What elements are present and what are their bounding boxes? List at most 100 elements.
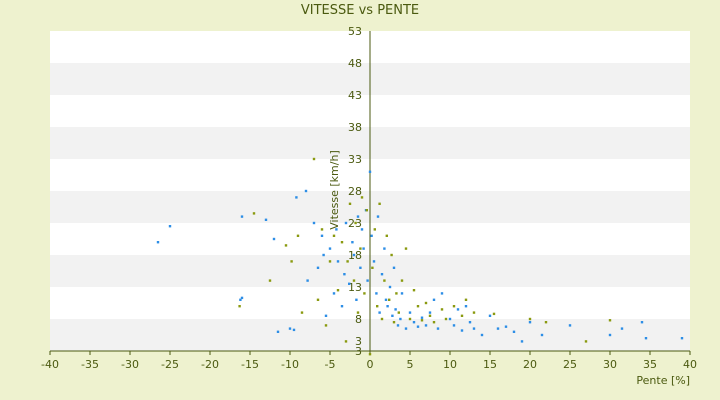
data-point-blue bbox=[288, 327, 292, 330]
chart-title: VITESSE vs PENTE bbox=[301, 3, 419, 18]
y-tick-label: 33 bbox=[348, 153, 362, 166]
data-point-blue bbox=[620, 327, 624, 330]
data-point-blue bbox=[359, 266, 362, 269]
data-point-olive bbox=[400, 279, 404, 282]
x-tick-label: 30 bbox=[603, 358, 617, 371]
data-point-blue bbox=[460, 329, 464, 332]
data-point-olive bbox=[397, 311, 400, 314]
data-points bbox=[156, 157, 684, 356]
data-point-olive bbox=[348, 202, 352, 205]
data-point-blue bbox=[272, 237, 276, 241]
x-tick-label: 20 bbox=[523, 358, 537, 371]
data-point-blue bbox=[344, 221, 348, 225]
data-point-olive bbox=[356, 311, 360, 314]
data-point-blue bbox=[276, 330, 280, 333]
data-point-olive bbox=[363, 292, 366, 295]
y-tick-label: 43 bbox=[348, 89, 362, 102]
data-point-blue bbox=[332, 292, 336, 295]
data-point-olive bbox=[336, 289, 340, 292]
data-point-blue bbox=[504, 325, 508, 328]
data-point-olive bbox=[359, 247, 362, 250]
data-point-blue bbox=[388, 285, 392, 289]
data-point-olive bbox=[472, 311, 476, 314]
data-point-blue bbox=[372, 260, 376, 263]
x-tick-label: 40 bbox=[683, 358, 697, 371]
data-point-blue bbox=[295, 196, 298, 199]
data-point-blue bbox=[416, 325, 420, 328]
data-point-blue bbox=[404, 327, 408, 330]
y-tick-label: 28 bbox=[348, 185, 362, 198]
data-point-olive bbox=[544, 321, 548, 324]
data-point-blue bbox=[240, 215, 244, 218]
data-point-blue bbox=[394, 308, 397, 311]
data-point-blue bbox=[320, 234, 324, 237]
data-point-blue bbox=[428, 311, 432, 314]
data-point-olive bbox=[440, 308, 444, 311]
data-point-blue bbox=[328, 247, 332, 250]
data-point-olive bbox=[252, 212, 256, 215]
data-point-blue bbox=[456, 308, 460, 311]
data-point-olive bbox=[312, 157, 316, 161]
data-point-blue bbox=[468, 321, 472, 324]
data-point-olive bbox=[385, 234, 388, 237]
data-point-olive bbox=[300, 311, 304, 314]
data-point-blue bbox=[384, 298, 388, 301]
data-point-blue bbox=[292, 328, 296, 332]
data-point-blue bbox=[392, 266, 396, 269]
y-tick-label: 3 bbox=[355, 345, 362, 358]
data-point-blue bbox=[168, 225, 172, 228]
data-point-blue bbox=[352, 253, 356, 257]
x-tick-label: -15 bbox=[241, 358, 259, 371]
y-tick-label: 53 bbox=[348, 25, 362, 38]
x-tick-label: 15 bbox=[483, 358, 497, 371]
data-point-olive bbox=[404, 247, 408, 250]
data-point-olive bbox=[378, 202, 381, 205]
data-point-blue bbox=[351, 241, 354, 244]
x-tick-label: -20 bbox=[201, 358, 219, 371]
data-point-blue bbox=[608, 333, 612, 337]
data-point-olive bbox=[360, 196, 364, 199]
data-point-blue bbox=[424, 324, 428, 327]
data-point-olive bbox=[388, 298, 391, 301]
x-tick-label: -40 bbox=[41, 358, 59, 371]
data-point-olive bbox=[296, 234, 300, 237]
data-point-olive bbox=[584, 340, 588, 343]
data-point-blue bbox=[376, 215, 380, 218]
data-point-blue bbox=[360, 228, 364, 231]
data-point-blue bbox=[420, 316, 424, 319]
data-point-blue bbox=[264, 218, 268, 221]
x-tick-label: -10 bbox=[281, 358, 299, 371]
data-point-olive bbox=[373, 228, 376, 231]
data-point-olive bbox=[320, 228, 324, 231]
data-point-blue bbox=[440, 292, 444, 295]
data-point-olive bbox=[444, 317, 448, 321]
data-point-olive bbox=[344, 340, 348, 343]
data-point-olive bbox=[395, 292, 398, 295]
x-axis-label: Pente [%] bbox=[636, 374, 690, 387]
y-axis-label: Vitesse [km/h] bbox=[328, 150, 341, 230]
data-point-olive bbox=[392, 321, 396, 324]
data-point-olive bbox=[352, 279, 356, 282]
data-point-blue bbox=[340, 305, 344, 308]
data-point-olive bbox=[354, 221, 357, 225]
data-point-olive bbox=[452, 305, 456, 308]
data-point-olive bbox=[390, 253, 393, 257]
data-point-blue bbox=[343, 273, 346, 276]
data-point-blue bbox=[304, 189, 308, 193]
data-point-blue bbox=[432, 298, 436, 301]
data-point-blue bbox=[312, 221, 316, 225]
data-point-blue bbox=[512, 330, 516, 333]
data-point-blue bbox=[240, 296, 244, 300]
data-point-olive bbox=[420, 319, 424, 322]
data-point-olive bbox=[365, 209, 368, 212]
data-point-olive bbox=[290, 260, 293, 263]
data-point-olive bbox=[383, 279, 386, 282]
data-point-blue bbox=[528, 321, 532, 324]
data-point-blue bbox=[452, 324, 456, 327]
y-tick-label: 13 bbox=[348, 281, 362, 294]
data-point-olive bbox=[340, 241, 344, 244]
data-point-blue bbox=[644, 337, 648, 340]
data-point-olive bbox=[460, 314, 464, 317]
data-point-blue bbox=[383, 247, 386, 250]
